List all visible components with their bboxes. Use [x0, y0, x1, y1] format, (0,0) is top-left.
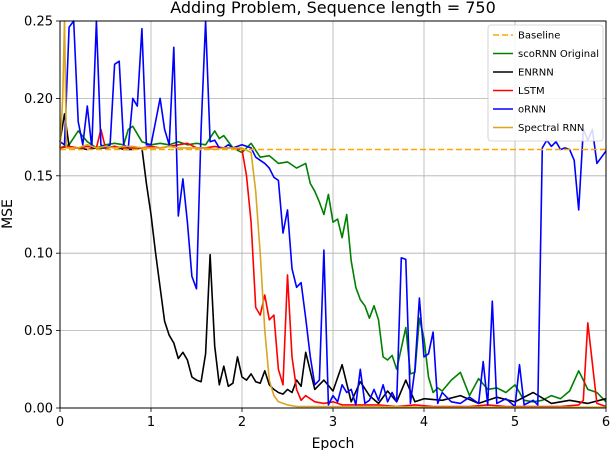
y-tick-label: 0.10 [24, 247, 53, 262]
x-tick-label: 4 [420, 415, 428, 430]
x-tick-label: 0 [56, 415, 64, 430]
legend-label: scoRNN Original [518, 49, 599, 60]
axis-ticks: 0 1 2 3 4 5 6 0.00 0.05 0.10 0.15 0.20 0.25 [24, 15, 610, 431]
x-tick-label: 2 [238, 415, 246, 430]
legend-label: ENRNN [518, 68, 554, 79]
x-tick-label: 6 [602, 415, 610, 430]
series-line-ornn [59, 20, 607, 408]
y-tick-label: 0.00 [24, 402, 53, 417]
legend-box [487, 24, 604, 142]
y-axis-label: MSE [0, 199, 16, 229]
y-tick-label: 0.20 [24, 92, 53, 107]
legend-label: Baseline [518, 31, 560, 42]
y-tick-label: 0.05 [24, 324, 53, 339]
x-tick-label: 1 [147, 415, 155, 430]
series-line-enrnn [59, 113, 607, 405]
series-layer [59, 20, 607, 409]
legend-label: Spectral RNN [518, 123, 584, 134]
x-tick-label: 5 [511, 415, 519, 430]
series-line-lstm [59, 128, 607, 408]
y-tick-label: 0.25 [24, 15, 53, 30]
x-axis-label: Epoch [312, 436, 355, 450]
legend: Baseline scoRNN Original ENRNN LSTM oRNN Spec… [487, 24, 604, 142]
y-tick-label: 0.15 [24, 169, 53, 184]
legend-label: oRNN [518, 105, 546, 116]
x-tick-label: 3 [329, 415, 337, 430]
chart-title: Adding Problem, Sequence length = 750 [170, 0, 496, 17]
legend-label: LSTM [518, 86, 545, 97]
series-line-scornn-original [59, 125, 607, 403]
